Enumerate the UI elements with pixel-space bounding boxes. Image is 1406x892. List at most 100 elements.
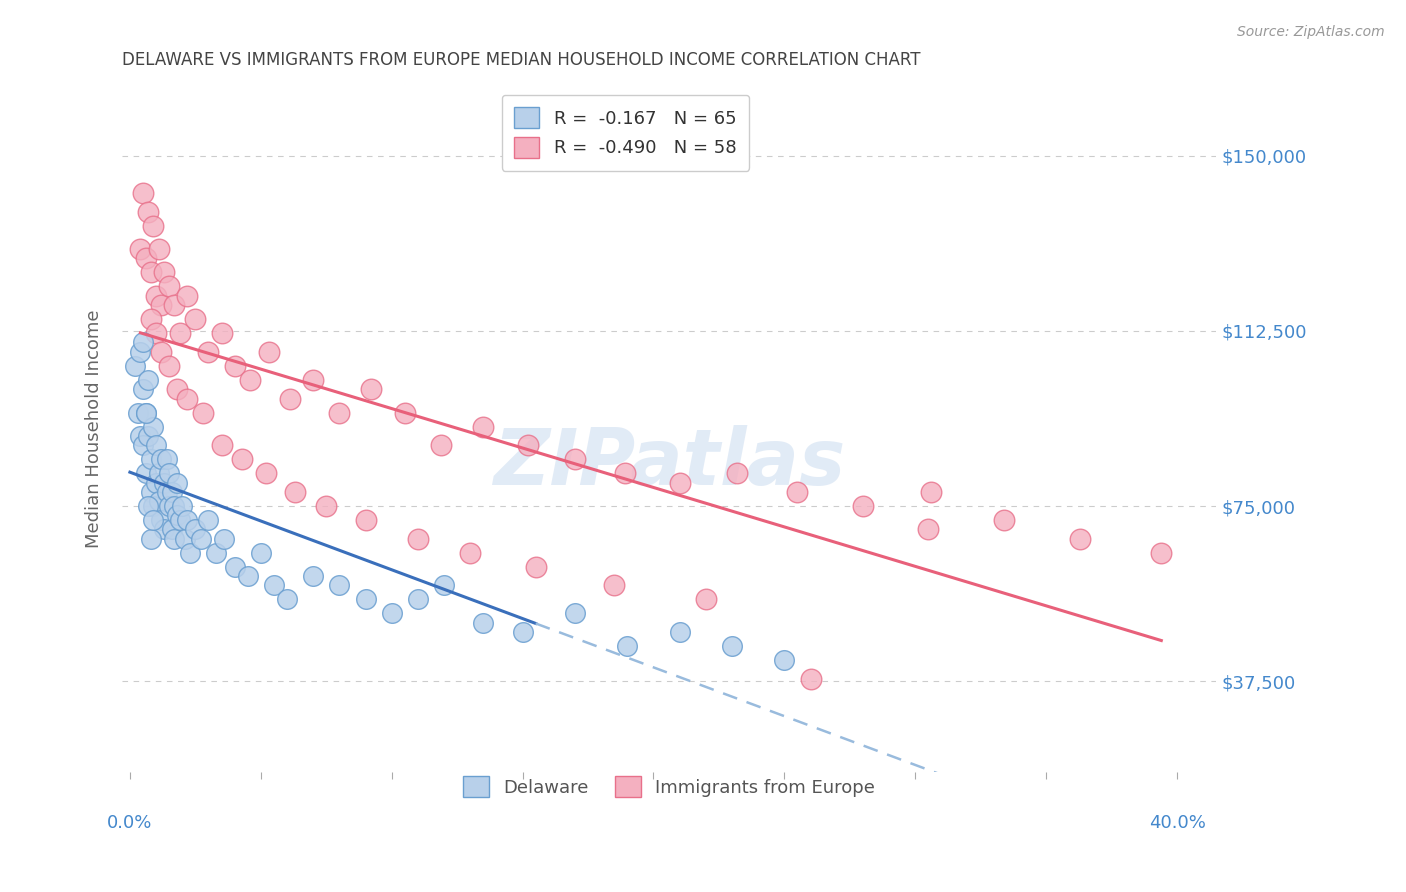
Point: [211, 326, 233, 340]
Point: [173, 532, 195, 546]
Point: [127, 406, 149, 420]
Point: [184, 522, 207, 536]
Point: [786, 485, 808, 500]
Point: [1069, 532, 1091, 546]
Point: [668, 625, 690, 640]
Point: [920, 485, 942, 500]
Point: [150, 298, 173, 312]
Point: [148, 242, 170, 256]
Point: [406, 592, 429, 607]
Point: [224, 359, 246, 373]
Legend: Delaware, Immigrants from Europe: Delaware, Immigrants from Europe: [456, 769, 883, 805]
Point: [302, 373, 325, 387]
Point: [153, 522, 176, 536]
Point: [224, 559, 246, 574]
Point: [852, 499, 875, 513]
Point: [142, 499, 165, 513]
Point: [236, 569, 259, 583]
Point: [166, 475, 188, 490]
Point: [176, 513, 198, 527]
Point: [603, 578, 626, 592]
Point: [129, 242, 152, 256]
Point: [157, 467, 180, 481]
Point: [613, 467, 636, 481]
Point: [155, 485, 177, 500]
Point: [132, 186, 155, 200]
Point: [132, 335, 155, 350]
Point: [512, 625, 534, 640]
Text: DELAWARE VS IMMIGRANTS FROM EUROPE MEDIAN HOUSEHOLD INCOME CORRELATION CHART: DELAWARE VS IMMIGRANTS FROM EUROPE MEDIA…: [122, 51, 921, 69]
Point: [148, 494, 170, 508]
Point: [616, 639, 638, 653]
Point: [381, 607, 404, 621]
Point: [172, 499, 194, 513]
Point: [773, 653, 796, 667]
Point: [160, 485, 183, 500]
Point: [163, 298, 186, 312]
Point: [695, 592, 717, 607]
Point: [150, 513, 173, 527]
Point: [249, 546, 271, 560]
Point: [524, 559, 547, 574]
Point: [153, 265, 176, 279]
Point: [139, 312, 162, 326]
Point: [163, 532, 186, 546]
Point: [668, 475, 690, 490]
Point: [516, 438, 538, 452]
Point: [263, 578, 285, 592]
Point: [163, 499, 186, 513]
Point: [231, 452, 253, 467]
Point: [472, 419, 495, 434]
Point: [197, 344, 219, 359]
Point: [254, 467, 277, 481]
Point: [205, 546, 228, 560]
Point: [135, 467, 157, 481]
Point: [136, 499, 159, 513]
Point: [169, 513, 191, 527]
Point: [302, 569, 325, 583]
Point: [145, 326, 167, 340]
Point: [145, 475, 167, 490]
Point: [150, 344, 173, 359]
Point: [725, 467, 748, 481]
Point: [212, 532, 235, 546]
Point: [145, 289, 167, 303]
Point: [564, 607, 586, 621]
Point: [799, 672, 821, 686]
Point: [917, 522, 939, 536]
Text: 0.0%: 0.0%: [107, 814, 153, 832]
Point: [315, 499, 337, 513]
Point: [160, 522, 183, 536]
Point: [150, 452, 173, 467]
Point: [142, 219, 165, 233]
Point: [564, 452, 586, 467]
Point: [276, 592, 298, 607]
Point: [136, 373, 159, 387]
Point: [394, 406, 416, 420]
Point: [157, 499, 180, 513]
Point: [139, 452, 162, 467]
Y-axis label: Median Household Income: Median Household Income: [86, 310, 103, 549]
Point: [184, 312, 207, 326]
Point: [157, 279, 180, 293]
Text: ZIPatlas: ZIPatlas: [494, 425, 845, 501]
Point: [993, 513, 1015, 527]
Point: [458, 546, 481, 560]
Point: [430, 438, 453, 452]
Text: Source: ZipAtlas.com: Source: ZipAtlas.com: [1237, 25, 1385, 39]
Point: [166, 382, 188, 396]
Point: [129, 344, 152, 359]
Point: [176, 392, 198, 406]
Point: [197, 513, 219, 527]
Point: [284, 485, 307, 500]
Point: [142, 419, 165, 434]
Point: [328, 406, 350, 420]
Point: [328, 578, 350, 592]
Point: [406, 532, 429, 546]
Point: [354, 513, 377, 527]
Point: [721, 639, 744, 653]
Point: [190, 532, 212, 546]
Point: [472, 615, 495, 630]
Point: [142, 513, 165, 527]
Point: [1150, 546, 1173, 560]
